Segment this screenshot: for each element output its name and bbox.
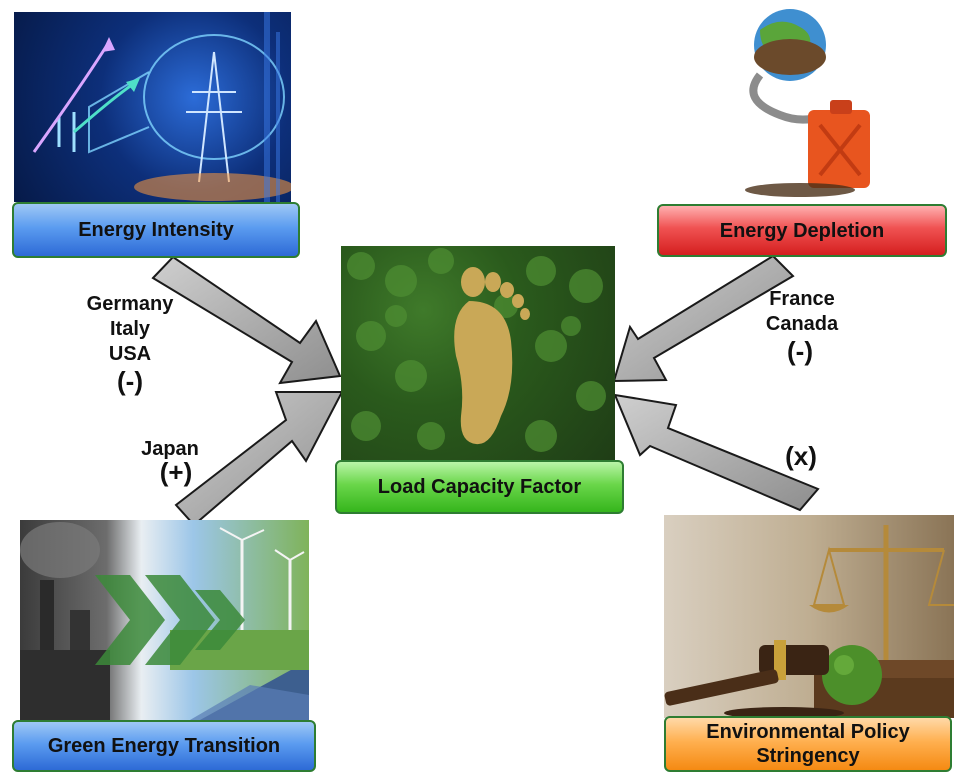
edge-energy-depletion-sign: (-)	[787, 336, 813, 366]
country-italy: Italy	[109, 318, 151, 340]
edge-energy-intensity-countries: Germany Italy USA	[70, 292, 190, 367]
environmental-policy-image	[664, 515, 954, 718]
environmental-policy-label-line1: Environmental Policy	[706, 721, 910, 743]
edge-green-energy-transition-sign: (+)	[159, 457, 193, 487]
energy-transition-icon	[20, 522, 309, 720]
arrow-energy-intensity	[151, 255, 342, 385]
edge-energy-intensity-sign: (-)	[117, 366, 143, 396]
edge-energy-depletion-countries: France Canada	[742, 287, 862, 337]
chevron-right-icon	[95, 575, 245, 665]
load-capacity-factor-image	[341, 246, 615, 460]
arrow-green-energy-transition	[174, 391, 344, 527]
energy-intensity-image	[14, 12, 291, 202]
edge-green-energy-transition-countries: Japan	[120, 437, 220, 462]
load-capacity-factor-label: Load Capacity Factor	[335, 460, 624, 514]
environmental-policy-label-line2: Stringency	[756, 745, 860, 767]
country-germany: Germany	[86, 293, 174, 315]
country-france: France	[769, 288, 835, 310]
energy-intensity-label: Energy Intensity	[12, 202, 300, 258]
energy-depletion-label: Energy Depletion	[657, 204, 947, 257]
energy-depletion-image	[720, 5, 890, 200]
footprint-forest-icon	[347, 248, 606, 452]
earth-fuel-can-icon	[745, 9, 870, 197]
green-energy-transition-image	[20, 520, 309, 720]
scales-gavel-icon	[664, 525, 954, 718]
arrow-environmental-policy-stringency	[613, 393, 820, 512]
country-canada: Canada	[765, 313, 839, 335]
country-japan: Japan	[141, 438, 199, 460]
arrow-energy-depletion	[612, 254, 795, 383]
country-usa: USA	[108, 343, 152, 365]
edge-environmental-policy-sign: (x)	[785, 441, 817, 471]
environmental-policy-stringency-label: Environmental Policy Stringency	[664, 716, 952, 772]
green-energy-transition-label: Green Energy Transition	[12, 720, 316, 772]
lightbulb-icon	[32, 12, 291, 202]
